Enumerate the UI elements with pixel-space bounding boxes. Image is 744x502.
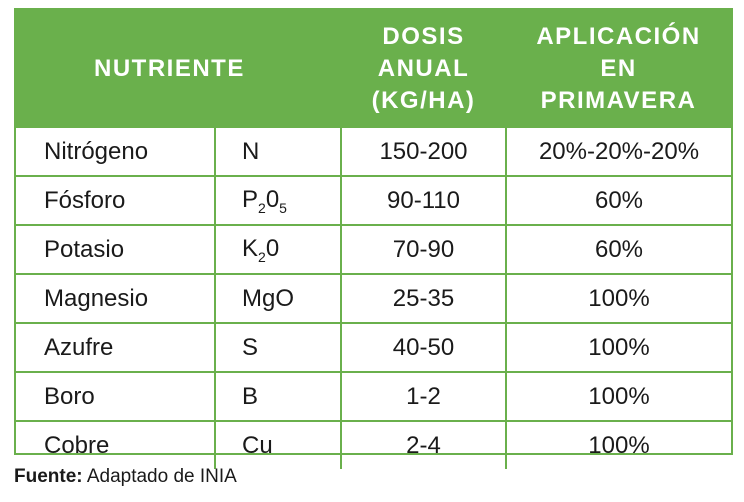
table-row: Potasio K20 70-90 60% — [16, 224, 731, 275]
table-row: Nitrógeno N 150-200 20%-20%-20% — [16, 128, 731, 177]
nutrient-table: NUTRIENTE DOSIS ANUAL (KG/HA) APLICACIÓN… — [16, 10, 731, 469]
nutrient-name: Potasio — [16, 224, 216, 275]
nutrient-name: Nitrógeno — [16, 128, 216, 177]
source-label: Fuente: — [14, 466, 83, 487]
nutrient-name: Boro — [16, 371, 216, 422]
source-caption: Fuente: Adaptado de INIA — [14, 466, 237, 488]
nutrient-symbol: P205 — [214, 175, 342, 226]
source-text: Adaptado de INIA — [82, 466, 237, 487]
table-row: Cobre Cu 2-4 100% — [16, 420, 731, 469]
nutrient-symbol: S — [214, 322, 342, 373]
spring-application: 60% — [505, 224, 731, 275]
nutrient-table-container: NUTRIENTE DOSIS ANUAL (KG/HA) APLICACIÓN… — [14, 8, 733, 469]
nutrient-symbol: Cu — [214, 420, 342, 469]
spring-application: 100% — [505, 371, 731, 422]
table-row: Fósforo P205 90-110 60% — [16, 175, 731, 226]
header-spring-line-3: PRIMAVERA — [540, 87, 697, 114]
annual-dose: 150-200 — [340, 128, 507, 177]
spring-application: 60% — [505, 175, 731, 226]
symbol-subscript: 2 — [258, 199, 266, 216]
nutrient-name: Fósforo — [16, 175, 216, 226]
annual-dose: 40-50 — [340, 322, 507, 373]
symbol-mid: 0 — [265, 185, 280, 213]
header-spring-line-2: EN — [600, 55, 637, 82]
symbol-mid: 0 — [265, 234, 280, 262]
annual-dose: 2-4 — [340, 420, 507, 469]
spring-application: 100% — [505, 420, 731, 469]
symbol-subscript: 2 — [258, 248, 266, 265]
table-row: Azufre S 40-50 100% — [16, 322, 731, 373]
nutrient-name: Cobre — [16, 420, 216, 469]
header-spring-line-1: APLICACIÓN — [536, 23, 701, 50]
nutrient-symbol: MgO — [214, 273, 342, 324]
nutrient-symbol: B — [214, 371, 342, 422]
annual-dose: 25-35 — [340, 273, 507, 324]
header-spring-application: APLICACIÓN EN PRIMAVERA — [506, 10, 731, 128]
symbol-base: K — [242, 234, 259, 262]
header-dose-line-2: ANUAL — [377, 55, 470, 82]
header-annual-dose: DOSIS ANUAL (KG/HA) — [341, 10, 506, 128]
nutrient-symbol: N — [214, 128, 342, 177]
spring-application: 20%-20%-20% — [505, 128, 731, 177]
table-header-row: NUTRIENTE DOSIS ANUAL (KG/HA) APLICACIÓN… — [16, 10, 731, 128]
table-row: Boro B 1-2 100% — [16, 371, 731, 422]
header-dose-line-1: DOSIS — [382, 23, 465, 50]
nutrient-symbol: K20 — [214, 224, 342, 275]
spring-application: 100% — [505, 273, 731, 324]
symbol-subscript: 5 — [279, 199, 287, 216]
table-row: Magnesio MgO 25-35 100% — [16, 273, 731, 324]
spring-application: 100% — [505, 322, 731, 373]
nutrient-name: Azufre — [16, 322, 216, 373]
header-dose-line-3: (KG/HA) — [371, 87, 476, 114]
annual-dose: 1-2 — [340, 371, 507, 422]
header-nutrient: NUTRIENTE — [16, 10, 341, 128]
symbol-base: P — [242, 185, 259, 213]
annual-dose: 90-110 — [340, 175, 507, 226]
annual-dose: 70-90 — [340, 224, 507, 275]
nutrient-name: Magnesio — [16, 273, 216, 324]
